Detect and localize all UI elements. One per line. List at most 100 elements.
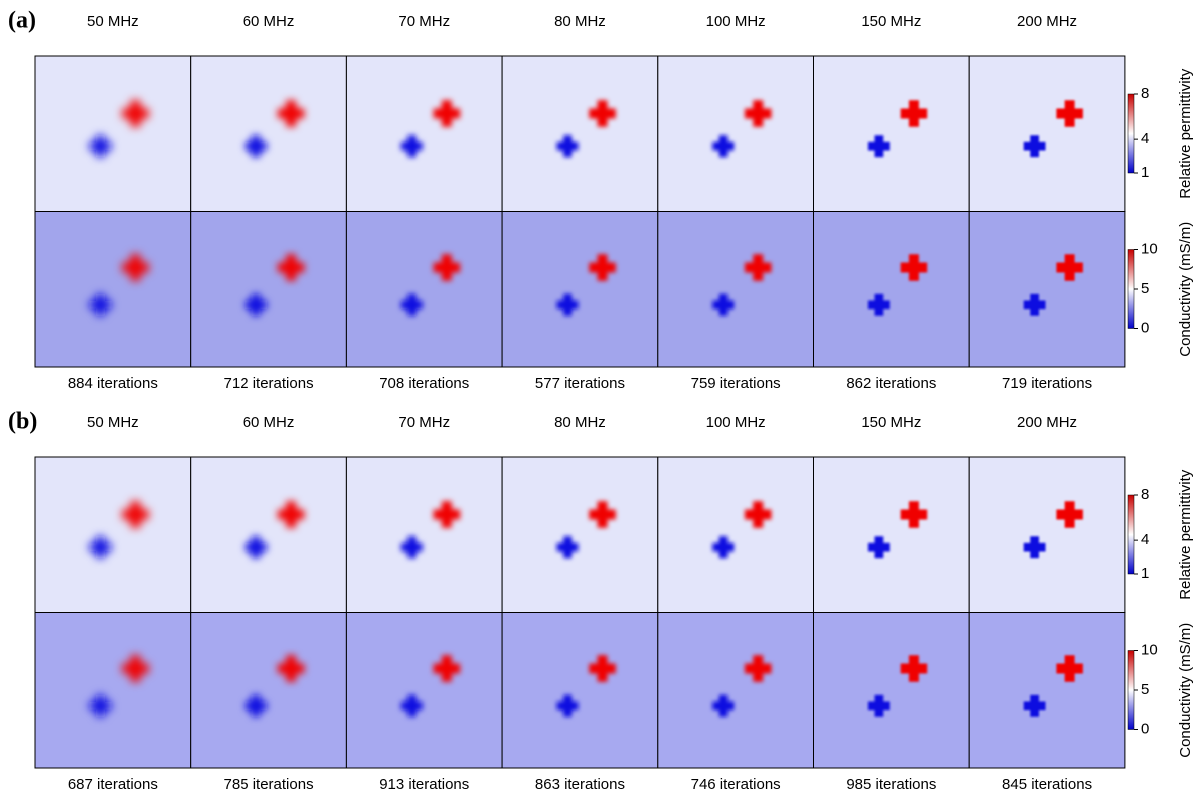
- image-cell: [346, 56, 503, 212]
- colorbar-tick-label: 1: [1141, 565, 1149, 582]
- image-cell: [35, 56, 191, 212]
- red-anomaly: [589, 501, 616, 528]
- blue-anomaly: [89, 694, 112, 717]
- frequency-label: 80 MHz: [554, 414, 606, 431]
- colorbar-tick-label: 10: [1141, 641, 1158, 658]
- image-background: [813, 56, 970, 212]
- red-anomaly: [122, 655, 149, 682]
- image-background: [190, 457, 347, 613]
- colorbar-tick-label: 4: [1141, 531, 1149, 548]
- red-anomaly: [900, 655, 928, 682]
- image-cell: [969, 457, 1125, 613]
- frequency-label: 100 MHz: [706, 414, 766, 431]
- image-cell: [813, 457, 970, 613]
- image-background: [190, 56, 347, 212]
- image-cell: [502, 457, 658, 613]
- blue-anomaly: [89, 293, 112, 316]
- blue-anomaly: [867, 536, 890, 559]
- red-anomaly: [433, 100, 461, 127]
- image-background: [813, 612, 970, 768]
- blue-anomaly: [245, 536, 267, 559]
- red-anomaly: [744, 501, 772, 528]
- red-anomaly: [122, 254, 149, 281]
- iteration-label: 884 iterations: [68, 375, 158, 392]
- image-cell: [190, 56, 347, 212]
- frequency-label: 50 MHz: [87, 414, 139, 431]
- colorbar-tick-label: 8: [1141, 85, 1149, 102]
- blue-anomaly: [867, 135, 890, 158]
- image-background: [35, 56, 191, 212]
- frequency-label: 70 MHz: [398, 13, 450, 30]
- red-anomaly: [589, 100, 616, 127]
- image-cell: [813, 211, 970, 367]
- blue-anomaly: [712, 694, 735, 717]
- image-background: [35, 612, 191, 768]
- blue-anomaly: [245, 135, 267, 158]
- colorbar-label: Relative permittivity: [1177, 469, 1194, 600]
- iteration-label: 719 iterations: [1002, 375, 1092, 392]
- colorbar-label: Relative permittivity: [1177, 68, 1194, 199]
- image-border: [968, 211, 1126, 368]
- iteration-label: 759 iterations: [691, 375, 781, 392]
- red-anomaly: [744, 254, 772, 281]
- image-background: [657, 56, 814, 212]
- red-anomaly: [1056, 655, 1083, 682]
- iteration-label: 712 iterations: [224, 375, 314, 392]
- image-cell: [657, 56, 814, 212]
- image-cell: [35, 612, 191, 768]
- red-anomaly: [433, 501, 461, 528]
- red-anomaly: [433, 655, 461, 682]
- blue-anomaly: [400, 694, 423, 717]
- red-anomaly: [589, 655, 616, 682]
- blue-anomaly: [556, 694, 579, 717]
- image-border: [968, 612, 1126, 769]
- image-background: [813, 211, 970, 367]
- iteration-label: 577 iterations: [535, 375, 625, 392]
- colorbar-tick-label: 4: [1141, 130, 1149, 147]
- blue-anomaly: [89, 135, 112, 158]
- red-anomaly: [1056, 254, 1083, 281]
- blue-anomaly: [400, 135, 423, 158]
- image-background: [502, 457, 658, 613]
- image-background: [346, 612, 503, 768]
- iteration-label: 863 iterations: [535, 776, 625, 793]
- iteration-label: 687 iterations: [68, 776, 158, 793]
- frequency-label: 60 MHz: [243, 13, 295, 30]
- image-background: [35, 211, 191, 367]
- image-background: [502, 56, 658, 212]
- red-anomaly: [277, 254, 305, 281]
- frequency-label: 150 MHz: [861, 414, 921, 431]
- image-cell: [190, 211, 347, 367]
- frequency-label: 200 MHz: [1017, 13, 1077, 30]
- blue-anomaly: [245, 694, 267, 717]
- image-background: [502, 211, 658, 367]
- blue-anomaly: [1023, 135, 1046, 158]
- image-cell: [190, 457, 347, 613]
- red-anomaly: [900, 501, 928, 528]
- blue-anomaly: [89, 536, 112, 559]
- red-anomaly: [744, 655, 772, 682]
- image-background: [346, 457, 503, 613]
- red-anomaly: [122, 100, 149, 127]
- image-cell: [190, 612, 347, 768]
- colorbar: [1127, 650, 1135, 730]
- image-background: [657, 612, 814, 768]
- image-background: [969, 457, 1125, 613]
- panel-label: (a): [8, 8, 36, 34]
- red-anomaly: [277, 100, 305, 127]
- red-anomaly: [122, 501, 149, 528]
- colorbar-tick-label: 1: [1141, 164, 1149, 181]
- blue-anomaly: [712, 293, 735, 316]
- red-anomaly: [900, 100, 928, 127]
- blue-anomaly: [556, 135, 579, 158]
- image-cell: [969, 612, 1125, 768]
- image-cell: [813, 612, 970, 768]
- image-cell: [813, 56, 970, 212]
- iteration-label: 845 iterations: [1002, 776, 1092, 793]
- red-anomaly: [433, 254, 461, 281]
- red-anomaly: [277, 501, 305, 528]
- blue-anomaly: [400, 536, 423, 559]
- blue-anomaly: [712, 135, 735, 158]
- image-cell: [346, 211, 503, 367]
